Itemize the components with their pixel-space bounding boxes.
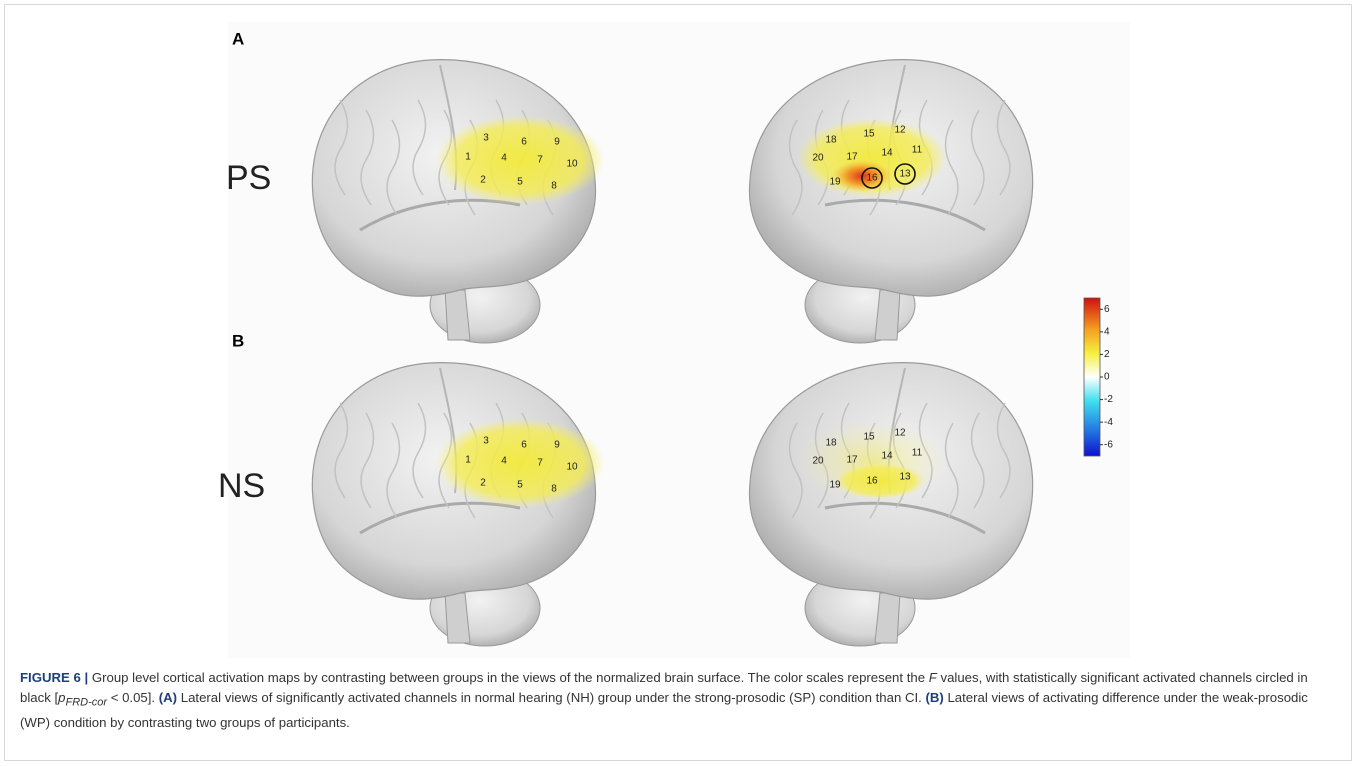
channel-label: 17 xyxy=(846,455,858,466)
channel-label: 8 xyxy=(551,181,557,192)
gyrus xyxy=(360,109,375,206)
channel-label: 9 xyxy=(554,440,560,451)
caption-text: < 0.05]. xyxy=(110,690,156,705)
colorbar-tick-label: -4 xyxy=(1104,417,1113,428)
caption-text: values, with statistically significant a… xyxy=(20,670,1308,705)
panel-label: A xyxy=(232,29,244,48)
activation xyxy=(435,418,605,508)
channel-label: 1 xyxy=(465,152,471,163)
channel-label: 6 xyxy=(521,137,527,148)
channel-label: 17 xyxy=(846,152,858,163)
activation xyxy=(835,463,925,499)
significance-circle xyxy=(894,163,916,185)
gyrus xyxy=(386,119,401,216)
gyrus xyxy=(996,402,1011,499)
figure-frame xyxy=(4,4,1352,761)
channel-label: 9 xyxy=(554,137,560,148)
channel-label: 19 xyxy=(829,480,841,491)
colorbar-tick-label: -2 xyxy=(1104,394,1113,405)
gyrus xyxy=(412,99,427,196)
channel-label: 1 xyxy=(465,455,471,466)
gyrus xyxy=(412,402,427,499)
channel-label: 2 xyxy=(480,478,486,489)
channel-label: 11 xyxy=(912,145,923,156)
channel-label: 13 xyxy=(899,169,911,180)
channel-label: 12 xyxy=(894,428,906,439)
gyrus xyxy=(788,119,803,216)
channel-label: 3 xyxy=(483,436,489,447)
channel-label: 4 xyxy=(501,153,507,164)
brain-stem xyxy=(874,592,901,644)
colorbar-tick-label: -6 xyxy=(1104,439,1113,450)
significance-circle xyxy=(861,167,883,189)
panel-ref: (A) xyxy=(158,690,178,705)
row-label: PS xyxy=(226,159,271,197)
channel-label: 18 xyxy=(825,438,837,449)
caption-text: Group level cortical activation maps by … xyxy=(91,670,926,685)
channel-label: 18 xyxy=(825,135,837,146)
channel-label: 3 xyxy=(483,133,489,144)
channel-label: 19 xyxy=(829,177,841,188)
channel-label: 5 xyxy=(517,177,523,188)
channel-label: 5 xyxy=(517,480,523,491)
channel-label: 11 xyxy=(912,448,923,459)
gyrus xyxy=(334,402,349,499)
caption-subscript: FRD-cor xyxy=(65,696,108,709)
activation xyxy=(435,115,605,205)
channel-label: 10 xyxy=(566,159,578,170)
gyrus xyxy=(970,109,985,206)
gyrus xyxy=(334,99,349,196)
channel-label: 14 xyxy=(881,451,893,462)
channel-label: 7 xyxy=(537,155,543,166)
sulcus xyxy=(824,198,986,232)
colorbar-tick-label: 2 xyxy=(1104,349,1110,360)
channel-label: 8 xyxy=(551,484,557,495)
caption-text: Lateral views of activating difference u… xyxy=(20,690,1308,730)
channel-label: 16 xyxy=(866,476,878,487)
caption-symbol: p xyxy=(58,690,66,705)
panel-ref: (B) xyxy=(925,690,944,705)
caption-text: Lateral views of significantly activated… xyxy=(180,690,922,705)
channel-label: 12 xyxy=(894,125,906,136)
gyrus xyxy=(970,412,985,509)
gyrus xyxy=(944,422,959,519)
caption: FIGURE 6 | Group level cortical activati… xyxy=(20,668,1338,733)
channel-label: 20 xyxy=(812,456,824,467)
channel-label: 15 xyxy=(863,129,875,140)
gyrus xyxy=(788,422,803,519)
colorbar-tick-label: 6 xyxy=(1104,304,1110,315)
colorbar xyxy=(1083,297,1101,457)
channel-label: 10 xyxy=(566,462,578,473)
panel-label: B xyxy=(232,331,244,350)
brain-stem xyxy=(874,289,901,341)
figure-label: FIGURE 6 | xyxy=(20,670,89,685)
row-label: NS xyxy=(218,467,265,505)
channel-label: 14 xyxy=(881,148,893,159)
channel-label: 16 xyxy=(866,173,878,184)
channel-label: 7 xyxy=(537,458,543,469)
channel-label: 13 xyxy=(899,472,911,483)
gyrus xyxy=(996,99,1011,196)
channel-label: 4 xyxy=(501,456,507,467)
colorbar-tick-label: 0 xyxy=(1104,372,1110,383)
brain-stem xyxy=(444,592,471,644)
caption-symbol: F xyxy=(928,670,937,685)
colorbar-tick-label: 4 xyxy=(1104,326,1110,337)
channel-label: 2 xyxy=(480,175,486,186)
gyrus xyxy=(360,412,375,509)
gyrus xyxy=(944,119,959,216)
channel-label: 20 xyxy=(812,153,824,164)
sulcus xyxy=(824,501,986,535)
brain-stem xyxy=(444,289,471,341)
channel-label: 15 xyxy=(863,432,875,443)
channel-label: 6 xyxy=(521,440,527,451)
gyrus xyxy=(386,422,401,519)
